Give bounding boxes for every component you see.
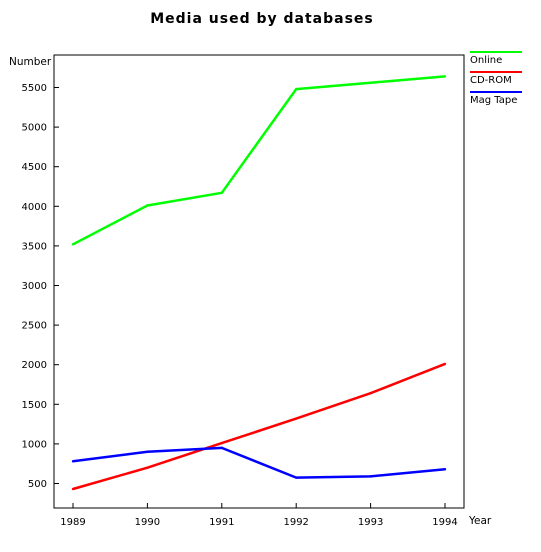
x-tick-label: 1992 (283, 517, 308, 528)
x-tick-label: 1990 (135, 517, 160, 528)
x-axis-ticks: 1989 1990 1991 1992 1993 1994 (60, 503, 458, 528)
y-tick-label: 5500 (22, 83, 47, 94)
x-tick-label: 1994 (432, 517, 457, 528)
y-tick-label: 2000 (22, 360, 47, 371)
data-point-cd-rom (369, 392, 372, 395)
x-axis-title: Year (468, 515, 492, 527)
y-tick-label: 500 (28, 479, 47, 490)
series-line-mag-tape (72, 446, 446, 479)
chart-title: Media used by databases (150, 11, 374, 27)
data-point-online (71, 243, 75, 246)
data-point-cd-rom (220, 441, 223, 445)
data-point-online (369, 81, 372, 84)
plot-area-frame (53, 54, 465, 509)
data-point-mag-tape (146, 450, 149, 454)
data-point-online (220, 191, 223, 195)
legend-label-online: Online (470, 55, 502, 66)
data-point-cd-rom (443, 362, 447, 366)
y-tick-label: 3000 (22, 281, 47, 292)
data-point-cd-rom (146, 466, 149, 469)
y-axis-ticks: 500 1000 1500 2000 2500 3000 3500 4000 4500 5000 5… (22, 83, 59, 490)
data-point-cd-rom (295, 417, 298, 420)
x-tick-label: 1989 (60, 517, 85, 528)
series-lines (71, 75, 447, 491)
legend-label-cd-rom: CD-ROM (470, 75, 512, 86)
y-axis-title: Number (9, 56, 52, 68)
data-point-mag-tape (71, 460, 75, 463)
y-tick-label: 4000 (22, 202, 47, 213)
data-point-online (146, 204, 149, 207)
legend: Online CD-ROM Mag Tape (470, 51, 522, 106)
data-point-mag-tape (369, 475, 372, 478)
y-tick-label: 4500 (22, 162, 47, 173)
y-tick-label: 1500 (22, 400, 47, 411)
data-point-mag-tape (443, 468, 447, 471)
legend-label-mag-tape: Mag Tape (470, 95, 517, 106)
data-point-mag-tape (220, 446, 223, 450)
x-tick-label: 1993 (358, 517, 383, 528)
data-point-online (443, 75, 447, 78)
y-tick-label: 5000 (22, 123, 47, 134)
data-point-cd-rom (71, 487, 75, 491)
x-tick-label: 1991 (209, 517, 234, 528)
y-tick-label: 2500 (22, 321, 47, 332)
series-line-cd-rom (72, 362, 446, 491)
series-line-online (72, 75, 446, 246)
data-point-online (295, 87, 298, 91)
data-point-mag-tape (295, 476, 298, 479)
y-tick-label: 1000 (22, 439, 47, 450)
y-tick-label: 3500 (22, 241, 47, 252)
